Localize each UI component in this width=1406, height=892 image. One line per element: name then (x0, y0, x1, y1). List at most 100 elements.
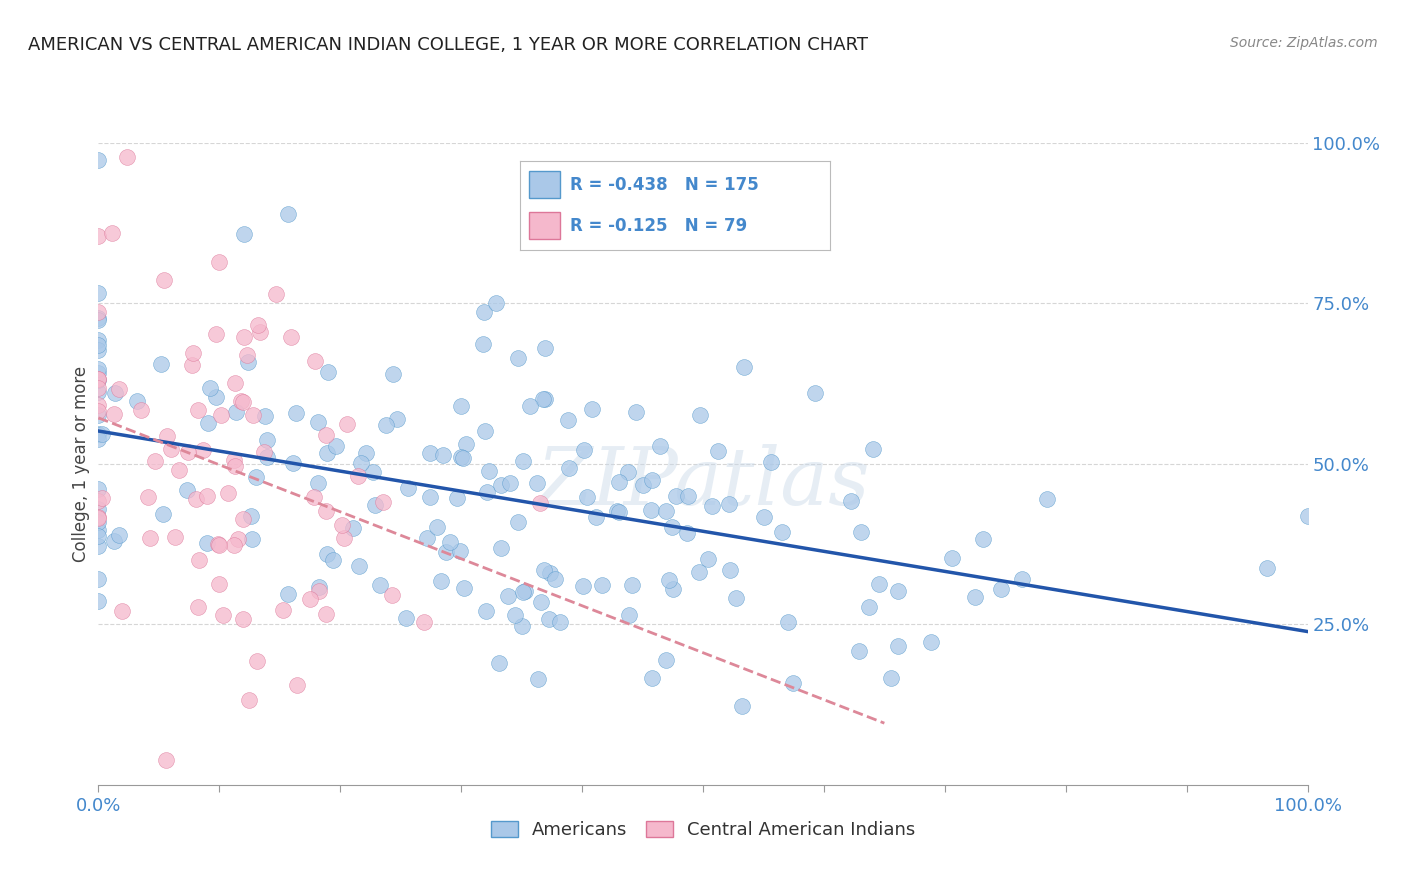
Point (217, 485, 239, 500)
Point (858, 600, 880, 615)
Point (186, 492, 208, 507)
Point (718, 563, 741, 577)
Point (661, 520, 683, 534)
Point (658, 574, 681, 588)
Point (731, 698, 754, 713)
Point (316, 365, 339, 379)
Text: ZIPatlas: ZIPatlas (536, 444, 870, 522)
Point (529, 496, 551, 510)
Point (125, 394, 148, 409)
Point (655, 653, 678, 667)
Point (432, 448, 454, 462)
Point (136, 490, 159, 504)
Point (87, 539, 110, 553)
Point (236, 347, 259, 361)
Point (87, 305, 110, 319)
Point (315, 607, 337, 621)
Point (315, 427, 337, 442)
Point (101, 226, 124, 240)
Point (475, 604, 498, 618)
Point (152, 507, 174, 521)
Point (277, 207, 299, 221)
Point (697, 551, 720, 566)
Point (256, 433, 278, 447)
Point (181, 346, 204, 360)
Point (87, 511, 110, 525)
Point (232, 330, 254, 344)
Point (143, 453, 166, 467)
Point (453, 581, 475, 595)
Point (558, 461, 581, 475)
Point (506, 515, 529, 529)
Point (972, 532, 994, 546)
Point (232, 511, 254, 525)
Point (242, 409, 264, 423)
Point (240, 532, 263, 546)
Point (534, 341, 557, 355)
Point (725, 591, 748, 605)
Point (395, 610, 418, 624)
Point (347, 469, 370, 483)
Point (188, 553, 211, 567)
Point (336, 417, 359, 432)
Point (761, 455, 783, 469)
Point (176, 445, 198, 459)
Point (371, 495, 394, 509)
Point (245, 470, 267, 484)
Point (253, 409, 276, 424)
Bar (530, 212, 561, 239)
Y-axis label: College, 1 year or more: College, 1 year or more (72, 366, 90, 562)
Point (665, 489, 688, 503)
Point (205, 390, 228, 404)
Point (450, 399, 472, 413)
Point (225, 405, 247, 419)
Point (848, 644, 870, 658)
Point (619, 607, 641, 622)
Point (429, 574, 451, 588)
Point (208, 254, 231, 268)
Point (176, 483, 198, 497)
Point (374, 417, 396, 432)
Point (707, 443, 730, 458)
Point (285, 677, 308, 691)
Point (620, 578, 643, 592)
Point (887, 584, 910, 599)
Point (308, 580, 330, 594)
Point (472, 305, 495, 319)
Point (87, 509, 110, 524)
Point (527, 672, 550, 686)
Point (446, 491, 468, 505)
Point (503, 607, 526, 622)
Point (733, 359, 755, 374)
Point (718, 497, 741, 511)
Point (108, 527, 131, 541)
Point (129, 402, 152, 417)
Point (87, 371, 110, 385)
Point (87, 372, 110, 386)
Point (382, 368, 405, 382)
Point (108, 382, 131, 396)
Point (90, 427, 112, 442)
Point (641, 473, 664, 487)
Point (533, 563, 555, 577)
Legend: Americans, Central American Indians: Americans, Central American Indians (484, 814, 922, 847)
Point (316, 547, 339, 561)
Point (87, 524, 110, 538)
Point (641, 671, 664, 685)
Point (104, 385, 127, 400)
Point (491, 478, 513, 492)
Point (195, 489, 218, 503)
Point (246, 654, 269, 668)
Point (782, 676, 804, 690)
Point (530, 594, 553, 608)
Point (87, 516, 110, 530)
Point (325, 439, 347, 453)
Point (581, 402, 603, 417)
Point (87, 381, 110, 395)
Point (1296, 508, 1319, 523)
Point (496, 589, 519, 603)
Point (315, 504, 337, 518)
Point (434, 544, 457, 558)
Point (607, 505, 630, 519)
Point (187, 402, 209, 417)
